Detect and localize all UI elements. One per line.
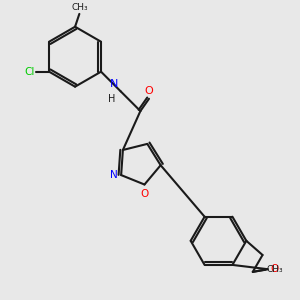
Text: N: N [110, 79, 118, 89]
Text: CH₃: CH₃ [267, 265, 283, 274]
Text: Cl: Cl [25, 67, 35, 77]
Text: O: O [140, 189, 148, 199]
Text: O: O [145, 85, 153, 96]
Text: H: H [109, 94, 116, 103]
Text: N: N [110, 170, 118, 180]
Text: O: O [271, 264, 279, 274]
Text: CH₃: CH₃ [71, 3, 88, 12]
